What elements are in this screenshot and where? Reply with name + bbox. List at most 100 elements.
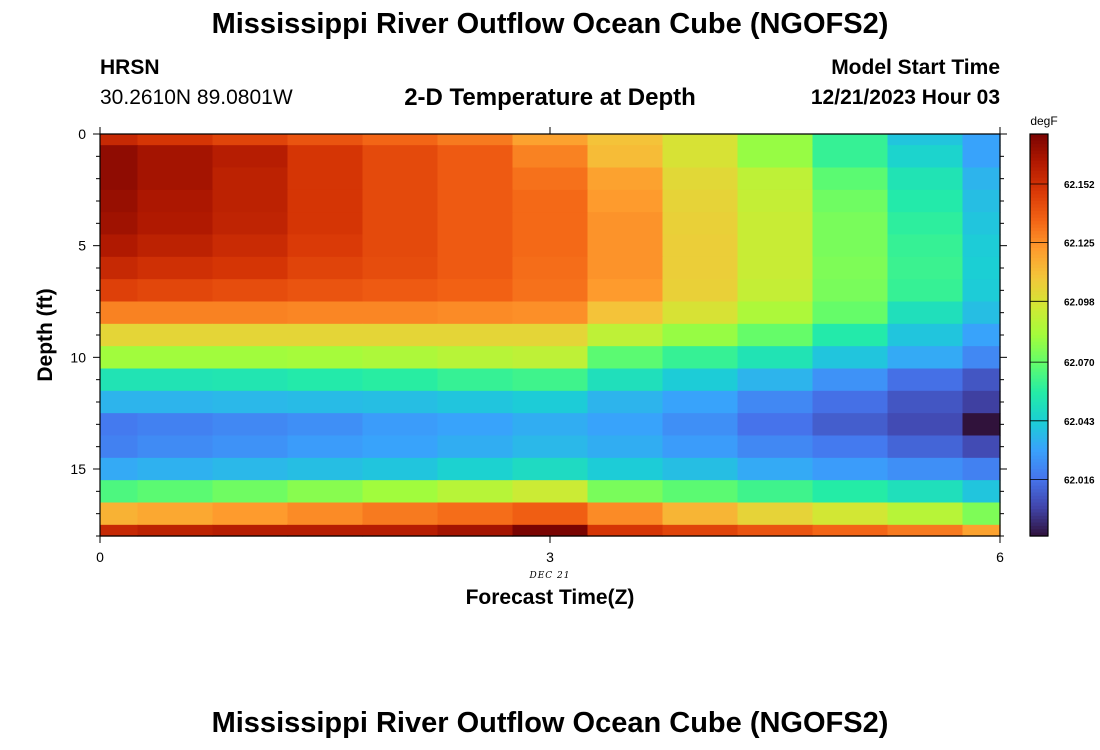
heatmap-cell xyxy=(362,457,439,481)
heatmap-cell xyxy=(737,301,814,325)
heatmap-cell xyxy=(962,480,1001,504)
heatmap-cell xyxy=(362,323,439,347)
colorbar-tick-label: 62.152 xyxy=(1064,180,1095,191)
colorbar-segment xyxy=(1030,227,1048,232)
heatmap-cell xyxy=(962,234,1001,258)
colorbar-segment xyxy=(1030,482,1048,487)
colorbar-segment xyxy=(1030,140,1048,145)
heatmap-cell xyxy=(812,145,889,169)
colorbar-segment xyxy=(1030,257,1048,262)
heatmap-cell xyxy=(812,502,889,526)
heatmap-cell xyxy=(512,413,589,437)
colorbar-segment xyxy=(1030,378,1048,383)
heatmap-cell xyxy=(100,301,139,325)
colorbar-segment xyxy=(1030,405,1048,410)
y-tick-label: 5 xyxy=(78,238,86,254)
colorbar-segment xyxy=(1030,381,1048,386)
heatmap-cell xyxy=(587,256,664,280)
colorbar-segment xyxy=(1030,150,1048,155)
heatmap-cell xyxy=(887,413,964,437)
heatmap-cell xyxy=(212,279,289,303)
heatmap-cell xyxy=(662,167,739,191)
heatmap-cell xyxy=(287,189,364,213)
heatmap-cell xyxy=(737,189,814,213)
heatmap-cell xyxy=(662,390,739,414)
colorbar-segment xyxy=(1030,221,1048,226)
heatmap-cell xyxy=(137,368,214,392)
footer-title: Mississippi River Outflow Ocean Cube (NG… xyxy=(211,707,889,739)
heatmap-cell xyxy=(662,413,739,437)
colorbar-segment xyxy=(1030,177,1048,182)
colorbar-segment xyxy=(1030,324,1048,329)
heatmap-cell xyxy=(100,390,139,414)
colorbar-segment xyxy=(1030,355,1048,360)
colorbar-segment xyxy=(1030,465,1048,470)
heatmap-cell xyxy=(587,145,664,169)
heatmap-cell xyxy=(137,390,214,414)
heatmap-cell xyxy=(362,234,439,258)
colorbar-segment xyxy=(1030,338,1048,343)
heatmap-cell xyxy=(512,435,589,459)
heatmap-cell xyxy=(812,390,889,414)
heatmap-cell xyxy=(212,457,289,481)
colorbar-segment xyxy=(1030,452,1048,457)
colorbar-segment xyxy=(1030,402,1048,406)
colorbar-segment xyxy=(1030,274,1048,279)
heatmap-cell xyxy=(437,502,514,526)
station-name: HRSN xyxy=(100,56,160,79)
heatmap-cell xyxy=(812,435,889,459)
heatmap-cell xyxy=(962,145,1001,169)
heatmap-cell xyxy=(212,189,289,213)
heatmap-cell xyxy=(662,368,739,392)
heatmap-cell xyxy=(287,524,364,537)
heatmap-cell xyxy=(662,524,739,537)
heatmap-cell xyxy=(737,457,814,481)
heatmap-cell xyxy=(287,256,364,280)
heatmap-cell xyxy=(437,346,514,370)
heatmap-cell xyxy=(887,346,964,370)
heatmap-cell xyxy=(587,435,664,459)
heatmap-cell xyxy=(962,134,1001,146)
colorbar-segment xyxy=(1030,532,1048,537)
heatmap-cell xyxy=(137,480,214,504)
heatmap-cell xyxy=(887,368,964,392)
heatmap-cell xyxy=(362,502,439,526)
colorbar-segment xyxy=(1030,341,1048,346)
colorbar-segment xyxy=(1030,197,1048,202)
colorbar-segment xyxy=(1030,160,1048,165)
colorbar-segment xyxy=(1030,294,1048,299)
heatmap-cell xyxy=(287,413,364,437)
heatmap-cell xyxy=(512,234,589,258)
colorbar-segment xyxy=(1030,345,1048,349)
colorbar-segment xyxy=(1030,495,1048,500)
heatmap-cell xyxy=(137,435,214,459)
colorbar-segment xyxy=(1030,502,1048,507)
heatmap-cell xyxy=(137,189,214,213)
colorbar-segment xyxy=(1030,432,1048,437)
heatmap-cell xyxy=(212,134,289,146)
colorbar-segment xyxy=(1030,509,1048,514)
heatmap-cell xyxy=(662,189,739,213)
heatmap-cell xyxy=(887,390,964,414)
colorbar-segment xyxy=(1030,261,1048,266)
heatmap-cell xyxy=(812,234,889,258)
heatmap-cell xyxy=(362,346,439,370)
heatmap-cell xyxy=(437,390,514,414)
heatmap-cell xyxy=(887,457,964,481)
heatmap-cell xyxy=(287,234,364,258)
heatmap-cell xyxy=(212,323,289,347)
heatmap-cell xyxy=(212,346,289,370)
heatmap-cell xyxy=(812,413,889,437)
colorbar-segment xyxy=(1030,304,1048,309)
heatmap-cell xyxy=(212,256,289,280)
heatmap-cell xyxy=(137,413,214,437)
heatmap-cell xyxy=(737,524,814,537)
heatmap-cell xyxy=(362,524,439,537)
colorbar-segment xyxy=(1030,365,1048,370)
heatmap-cell xyxy=(587,189,664,213)
heatmap-cell xyxy=(437,134,514,146)
heatmap-cell xyxy=(287,323,364,347)
heatmap-cell xyxy=(512,368,589,392)
heatmap-cell xyxy=(437,234,514,258)
colorbar-segment xyxy=(1030,395,1048,400)
